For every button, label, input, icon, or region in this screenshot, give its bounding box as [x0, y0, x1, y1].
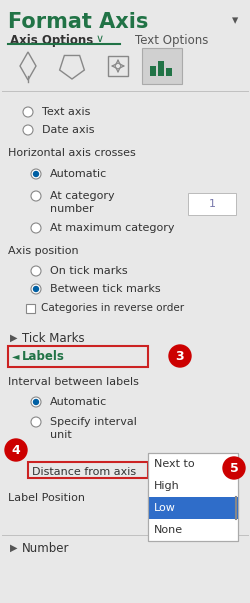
Circle shape	[34, 400, 38, 405]
Circle shape	[31, 397, 41, 407]
Bar	[148, 453, 238, 541]
Text: Format Axis: Format Axis	[8, 12, 148, 32]
Bar	[166, 68, 172, 76]
Text: Horizontal axis crosses: Horizontal axis crosses	[8, 148, 136, 158]
Bar	[142, 48, 182, 84]
Text: Between tick marks: Between tick marks	[50, 284, 160, 294]
Bar	[220, 490, 237, 510]
Circle shape	[23, 107, 33, 117]
Text: Specify interval: Specify interval	[50, 417, 137, 427]
FancyBboxPatch shape	[28, 462, 148, 478]
Text: Text Options: Text Options	[135, 34, 208, 47]
Bar	[148, 453, 238, 541]
Circle shape	[23, 125, 33, 135]
Bar	[108, 56, 128, 76]
Circle shape	[31, 266, 41, 276]
Text: 3: 3	[176, 350, 184, 362]
Circle shape	[169, 345, 191, 367]
Text: At category: At category	[50, 191, 114, 201]
Text: Automatic: Automatic	[50, 397, 107, 407]
Circle shape	[31, 191, 41, 201]
Circle shape	[31, 417, 41, 427]
Circle shape	[223, 457, 245, 479]
Text: Date axis: Date axis	[42, 125, 94, 135]
Text: unit: unit	[50, 430, 72, 440]
Bar	[188, 193, 236, 215]
Circle shape	[5, 439, 27, 461]
Bar	[148, 497, 238, 519]
Circle shape	[31, 169, 41, 179]
Text: None: None	[154, 525, 183, 535]
Text: ◄: ◄	[12, 351, 20, 361]
Text: ▾: ▾	[226, 495, 232, 505]
Text: 4: 4	[12, 443, 20, 456]
Text: Number: Number	[22, 541, 70, 555]
FancyBboxPatch shape	[8, 346, 148, 367]
Text: Labels: Labels	[22, 350, 65, 362]
Bar	[150, 66, 156, 76]
Text: Low: Low	[154, 503, 176, 513]
Circle shape	[34, 171, 38, 177]
Text: Next to: Next to	[154, 459, 194, 469]
Text: ∨: ∨	[96, 34, 104, 44]
Bar	[148, 489, 238, 511]
Text: number: number	[50, 204, 94, 214]
Text: On tick marks: On tick marks	[50, 266, 128, 276]
Text: High: High	[154, 481, 180, 491]
Text: Automatic: Automatic	[50, 169, 107, 179]
Text: Label Position: Label Position	[8, 493, 85, 503]
Circle shape	[34, 286, 38, 291]
Text: ▾: ▾	[232, 14, 238, 27]
Bar	[158, 61, 164, 76]
Text: Categories in reverse order: Categories in reverse order	[41, 303, 184, 313]
Text: ▶: ▶	[10, 333, 18, 343]
Text: Axis Options: Axis Options	[10, 34, 93, 47]
Text: At maximum category: At maximum category	[50, 223, 174, 233]
Text: Interval between labels: Interval between labels	[8, 377, 139, 387]
Circle shape	[31, 284, 41, 294]
Text: ▶: ▶	[10, 543, 18, 553]
Text: Tick Marks: Tick Marks	[22, 332, 84, 344]
Text: Next to Axis: Next to Axis	[154, 495, 217, 505]
Text: Text axis: Text axis	[42, 107, 90, 117]
Circle shape	[31, 223, 41, 233]
Bar	[26, 304, 35, 313]
Text: 5: 5	[230, 461, 238, 475]
Text: 1: 1	[208, 199, 216, 209]
Text: Axis position: Axis position	[8, 246, 78, 256]
Text: Distance from axis: Distance from axis	[32, 467, 136, 477]
